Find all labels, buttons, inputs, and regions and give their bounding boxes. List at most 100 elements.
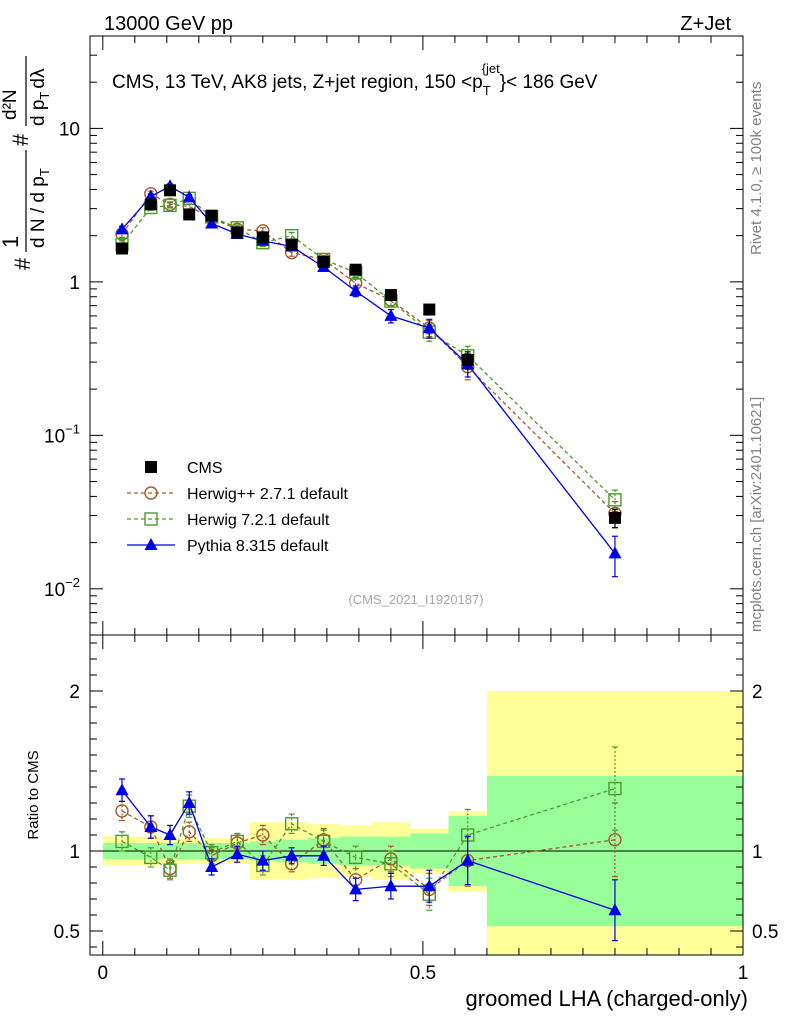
ratio-axes: 2 21 10.5 0.50 0.5 1 bbox=[54, 635, 778, 984]
data-point bbox=[205, 209, 218, 222]
ylabel-rhs-num: d²N bbox=[0, 89, 21, 120]
main-ytick-label: 1 bbox=[69, 273, 80, 294]
main-ytick-label: 10−2 bbox=[44, 575, 80, 601]
ratio-ytick-label-right: 0.5 bbox=[752, 922, 778, 943]
main-ytick-label-exp: −1 bbox=[65, 421, 80, 436]
data-point bbox=[461, 353, 474, 366]
ratio-ytick-label: 2 bbox=[69, 682, 80, 703]
data-point bbox=[115, 834, 129, 849]
legend-marker bbox=[144, 512, 158, 526]
ylabel-rhs-den-sub: T bbox=[37, 92, 52, 100]
ratio-ytick-label: 1 bbox=[69, 842, 80, 863]
ylabel-lhs-den: d N / d pT bbox=[28, 168, 52, 248]
legend-entry: Herwig++ 2.7.1 default bbox=[127, 486, 349, 503]
data-point bbox=[163, 828, 177, 840]
ratio-panel: 2 21 10.5 0.50 0.5 1 Ratio to CMS groomed LHA… bbox=[25, 634, 778, 1011]
data-point bbox=[144, 820, 158, 832]
ylabel-hash: # bbox=[10, 257, 35, 270]
data-point bbox=[422, 879, 436, 892]
data-point bbox=[205, 860, 219, 872]
data-point bbox=[285, 848, 299, 861]
data-point bbox=[423, 303, 436, 316]
data-point bbox=[256, 853, 270, 866]
ratio-bands bbox=[90, 691, 743, 955]
ylabel-one: 1 bbox=[0, 236, 23, 248]
data-point bbox=[163, 198, 177, 213]
title-sup: {jet bbox=[482, 61, 500, 76]
data-point bbox=[384, 308, 398, 321]
title-sub: T bbox=[483, 83, 491, 98]
legend-label: Pythia 8.315 default bbox=[187, 538, 329, 555]
data-point bbox=[422, 321, 436, 334]
series-line bbox=[121, 197, 616, 501]
data-point bbox=[608, 493, 622, 507]
legend-entry: CMS bbox=[145, 460, 223, 477]
main-ytick-label-exp: −2 bbox=[65, 575, 80, 590]
ylabel-lhs-den-main: d N / d p bbox=[28, 176, 49, 248]
ratio-xtick-label: 0 bbox=[98, 963, 109, 984]
main-ytick-label: 10 bbox=[59, 119, 80, 140]
legend-marker bbox=[144, 538, 158, 550]
data-point bbox=[349, 263, 362, 276]
data-point bbox=[348, 850, 363, 865]
ratio-ytick-label-right: 1 bbox=[752, 842, 763, 863]
data-point bbox=[164, 184, 177, 197]
ratio-xtick-label: 0.5 bbox=[410, 963, 436, 984]
data-point bbox=[116, 242, 129, 255]
ylabel-rhs-den-main: d p bbox=[28, 100, 49, 126]
title-prefix: CMS, 13 TeV, AK8 jets, Z+jet region, 150… bbox=[112, 72, 483, 93]
data-point bbox=[182, 796, 196, 808]
legend-marker bbox=[145, 461, 157, 473]
ratio-xtick-label: 1 bbox=[738, 963, 749, 984]
data-point bbox=[205, 216, 219, 229]
ratio-ylabel: Ratio to CMS bbox=[25, 750, 42, 839]
data-point bbox=[163, 863, 177, 877]
data-point bbox=[317, 848, 331, 861]
series-line bbox=[121, 789, 616, 911]
data-point bbox=[182, 190, 196, 203]
data-point bbox=[608, 546, 622, 559]
data-point bbox=[608, 781, 622, 796]
data-point bbox=[608, 833, 622, 847]
data-point bbox=[284, 817, 299, 831]
ratio-series-layer bbox=[115, 746, 622, 942]
legend-label: Herwig++ 2.7.1 default bbox=[187, 486, 349, 503]
data-point bbox=[115, 783, 129, 796]
ylabel-lhs-den-sub: T bbox=[37, 168, 52, 176]
data-point bbox=[608, 903, 622, 916]
legend: CMS Herwig++ 2.7.1 default Herwig 7.2.1 de… bbox=[127, 460, 349, 555]
series-pythia-8-315-default bbox=[115, 778, 622, 942]
data-point bbox=[230, 847, 244, 860]
ylabel-rhs-den-tail: dλ bbox=[28, 68, 49, 89]
ratio-ytick-label-right: 2 bbox=[752, 682, 763, 703]
main-ylabel: # 1 d N / d pT # d²N d pTdλ bbox=[0, 56, 52, 270]
main-series-layer bbox=[115, 179, 622, 578]
data-point bbox=[231, 226, 244, 239]
data-point bbox=[256, 231, 269, 244]
rivet-version-label: Rivet 4.1.0, ≥ 100k events bbox=[748, 82, 765, 255]
data-point bbox=[144, 850, 158, 865]
ylabel-rhs-hash: # bbox=[8, 133, 33, 146]
data-point bbox=[349, 882, 363, 895]
legend-marker bbox=[144, 486, 158, 500]
ratio-xlabel: groomed LHA (charged-only) bbox=[466, 986, 748, 1011]
main-ytick-label-base: 10 bbox=[44, 426, 65, 447]
ratio-frame bbox=[89, 634, 744, 956]
data-point bbox=[256, 828, 270, 842]
data-point bbox=[183, 208, 196, 221]
data-point bbox=[182, 825, 196, 839]
legend-label: CMS bbox=[187, 460, 223, 477]
series-cms bbox=[116, 184, 621, 529]
ratio-ytick-label: 0.5 bbox=[54, 922, 80, 943]
main-title: CMS, 13 TeV, AK8 jets, Z+jet region, 150… bbox=[112, 61, 598, 98]
data-point bbox=[384, 879, 398, 892]
legend-entry: Herwig 7.2.1 default bbox=[127, 512, 330, 529]
header-right-label: Z+Jet bbox=[680, 13, 731, 35]
data-point bbox=[115, 222, 129, 235]
data-point bbox=[384, 857, 398, 871]
series-line bbox=[121, 810, 616, 891]
data-point bbox=[384, 289, 397, 302]
